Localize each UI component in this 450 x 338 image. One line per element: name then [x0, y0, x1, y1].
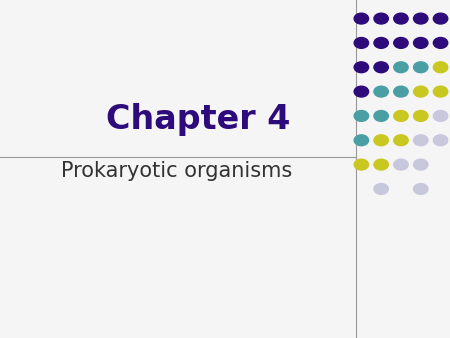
- Circle shape: [414, 86, 428, 97]
- Circle shape: [394, 86, 408, 97]
- Circle shape: [394, 38, 408, 48]
- Circle shape: [433, 62, 448, 73]
- Circle shape: [394, 135, 408, 146]
- Circle shape: [394, 159, 408, 170]
- Circle shape: [414, 159, 428, 170]
- Circle shape: [433, 13, 448, 24]
- Circle shape: [354, 86, 369, 97]
- Text: Prokaryotic organisms: Prokaryotic organisms: [61, 161, 292, 180]
- Circle shape: [374, 184, 388, 194]
- Text: Chapter 4: Chapter 4: [106, 103, 290, 137]
- Circle shape: [354, 13, 369, 24]
- Circle shape: [374, 111, 388, 121]
- Circle shape: [394, 111, 408, 121]
- Circle shape: [433, 111, 448, 121]
- Circle shape: [414, 13, 428, 24]
- Circle shape: [354, 111, 369, 121]
- Circle shape: [354, 159, 369, 170]
- Circle shape: [374, 62, 388, 73]
- Circle shape: [433, 86, 448, 97]
- Circle shape: [414, 184, 428, 194]
- Circle shape: [433, 38, 448, 48]
- Circle shape: [394, 62, 408, 73]
- Circle shape: [374, 135, 388, 146]
- Circle shape: [414, 135, 428, 146]
- Circle shape: [394, 13, 408, 24]
- Circle shape: [414, 38, 428, 48]
- Circle shape: [374, 38, 388, 48]
- Circle shape: [414, 62, 428, 73]
- Circle shape: [433, 135, 448, 146]
- Circle shape: [374, 159, 388, 170]
- Circle shape: [374, 86, 388, 97]
- Circle shape: [414, 111, 428, 121]
- Circle shape: [354, 135, 369, 146]
- Circle shape: [354, 62, 369, 73]
- Circle shape: [354, 38, 369, 48]
- Circle shape: [374, 13, 388, 24]
